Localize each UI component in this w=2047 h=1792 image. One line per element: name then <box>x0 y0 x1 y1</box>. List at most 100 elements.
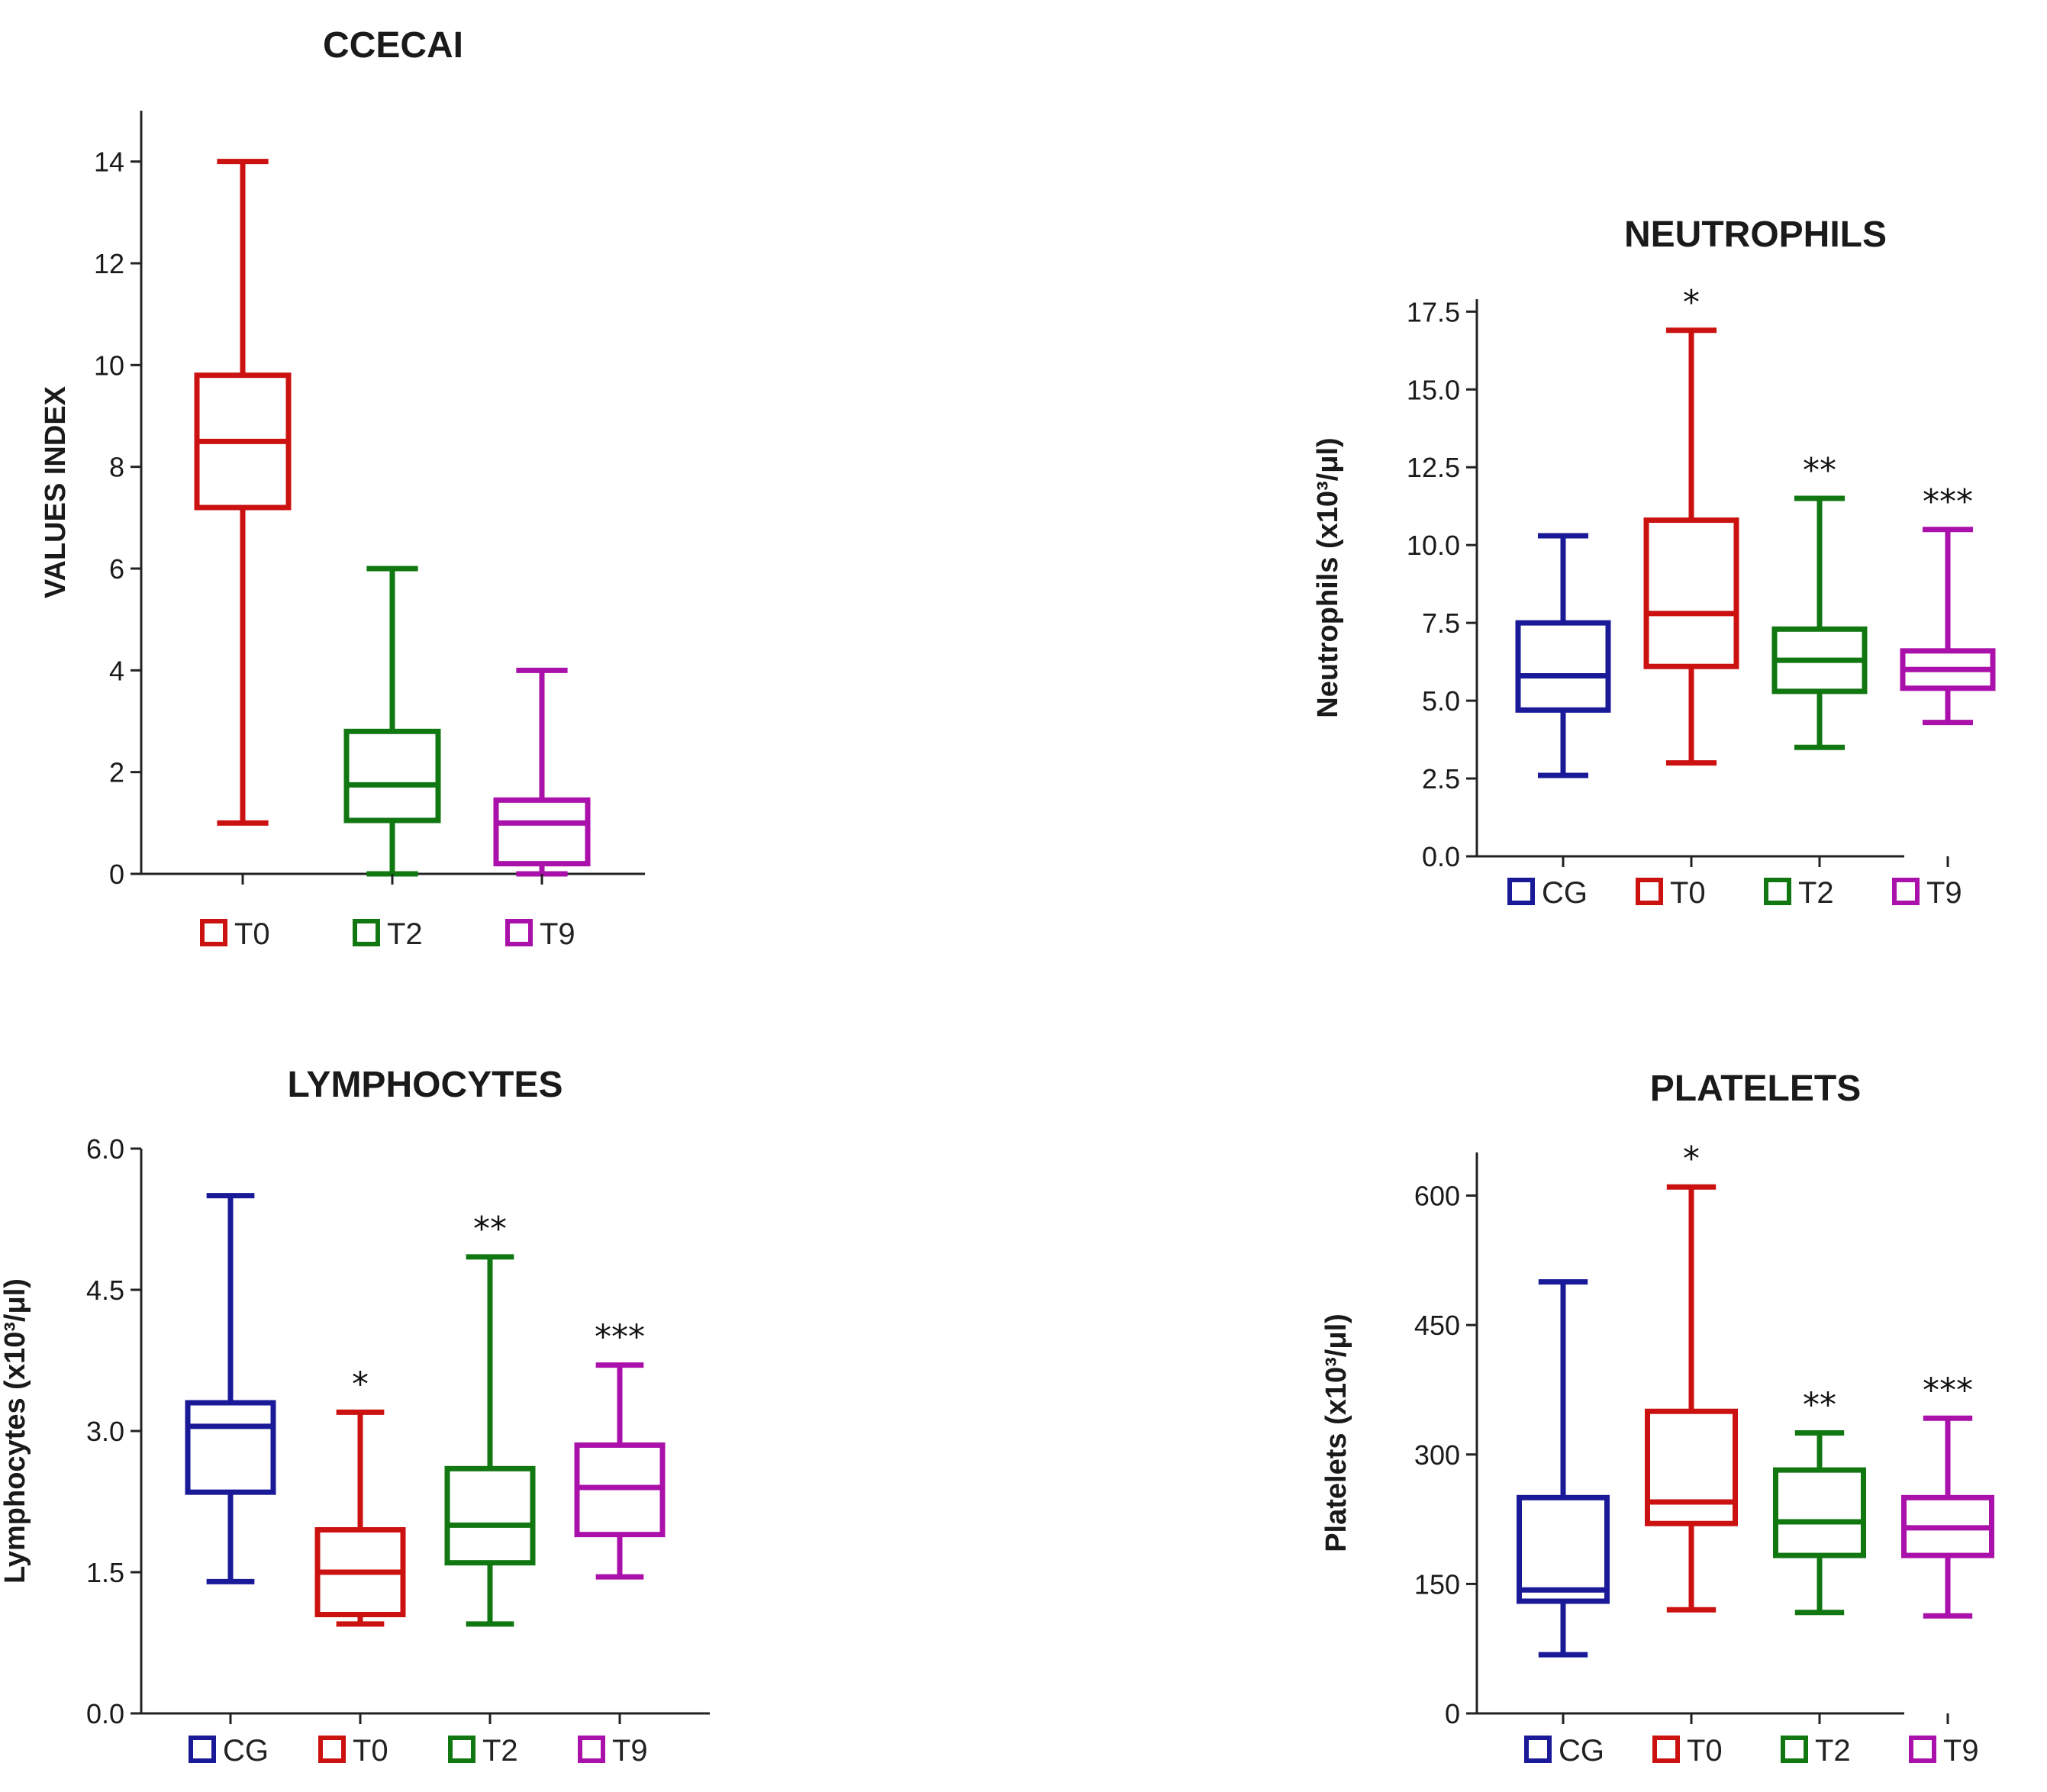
legend-label: T2 <box>1798 876 1834 910</box>
platelets-y-tick-label: 300 <box>1414 1439 1460 1471</box>
platelets-significance-t2: ** <box>1803 1386 1836 1425</box>
neutrophils-y-tick-label: 17.5 <box>1407 296 1460 327</box>
platelets-significance-t9: *** <box>1923 1371 1973 1410</box>
legend-label: T9 <box>1926 876 1962 910</box>
ccecai-box-t0 <box>194 159 292 826</box>
legend-swatch <box>200 919 227 946</box>
legend-swatch <box>505 919 533 946</box>
platelets-legend-item-t2: T2 <box>1781 1734 1851 1768</box>
platelets-y-tick-label: 0 <box>1445 1698 1460 1729</box>
legend-label: CG <box>1542 876 1588 910</box>
lymphocytes-y-axis-label: Lymphocytes (x10³/μl) <box>0 1278 31 1584</box>
neutrophils-chart: NEUTROPHILS Neutrophils (x10³/μl) 0.0 2.5 5.… <box>1312 214 1996 910</box>
neutrophils-significance-t2: ** <box>1803 451 1836 490</box>
neutrophils-legend-item-cg: CG <box>1507 876 1588 910</box>
lymphocytes-y-tick-label: 6.0 <box>86 1133 124 1165</box>
iqr-box <box>1515 620 1611 713</box>
ccecai-y-axis-label: VALUES INDEX <box>40 385 72 598</box>
ccecai-chart: CCECAI VALUES INDEX 0 2 4 6 8 10 12 14 T0 T2 T9 <box>40 25 645 951</box>
legend-label: T2 <box>1815 1734 1851 1768</box>
platelets-box-cg <box>1517 1279 1610 1658</box>
neutrophils-y-tick-label: 2.5 <box>1422 763 1460 794</box>
platelets-legend-item-t9: T9 <box>1909 1734 1979 1768</box>
lymphocytes-chart: LYMPHOCYTES Lymphocytes (x10³/μl) 0.0 1.5 3.… <box>0 1065 710 1768</box>
platelets-y-axis-label: Platelets (x10³/μl) <box>1320 1313 1352 1552</box>
neutrophils-y-tick-label: 12.5 <box>1407 452 1460 483</box>
legend-label: T9 <box>1943 1734 1979 1768</box>
platelets-y-tick-label: 450 <box>1414 1310 1460 1341</box>
lymphocytes-box-t0 <box>314 1409 406 1627</box>
iqr-box <box>1517 1494 1610 1604</box>
legend-swatch <box>1781 1736 1808 1763</box>
neutrophils-y-tick-label: 5.0 <box>1422 685 1460 717</box>
neutrophils-y-tick-label: 7.5 <box>1422 608 1460 639</box>
legend-label: T2 <box>387 917 423 951</box>
legend-label: CG <box>1559 1734 1604 1768</box>
neutrophils-legend-item-t0: T0 <box>1636 876 1706 910</box>
lymphocytes-legend-item-t0: T0 <box>318 1734 388 1768</box>
lymphocytes-box-cg <box>185 1193 276 1584</box>
lymphocytes-legend-item-t9: T9 <box>578 1734 648 1768</box>
legend-label: CG <box>223 1734 269 1768</box>
legend-swatch <box>1652 1736 1680 1763</box>
legend-swatch <box>1909 1736 1936 1763</box>
iqr-box <box>444 1465 536 1566</box>
neutrophils-significance-t0: * <box>1683 283 1700 322</box>
platelets-box-t0 <box>1645 1184 1738 1613</box>
iqr-box <box>185 1400 276 1495</box>
iqr-box <box>1645 1408 1738 1526</box>
legend-label: T2 <box>482 1734 518 1768</box>
lymphocytes-box-t9 <box>574 1362 666 1580</box>
legend-label: T0 <box>234 917 270 951</box>
platelets-y-tick-label: 150 <box>1414 1568 1460 1600</box>
ccecai-legend-item-t9: T9 <box>505 917 575 951</box>
lymphocytes-y-tick-label: 1.5 <box>86 1557 124 1588</box>
ccecai-title: CCECAI <box>323 25 463 66</box>
legend-swatch <box>1524 1736 1552 1763</box>
iqr-box <box>343 728 441 823</box>
legend-swatch <box>578 1736 605 1763</box>
ccecai-y-tick-label: 10 <box>94 350 124 381</box>
legend-label: T0 <box>353 1734 388 1768</box>
legend-swatch <box>1636 878 1663 905</box>
iqr-box <box>1643 517 1739 669</box>
neutrophils-box-t0 <box>1643 327 1739 766</box>
neutrophils-y-axis-label: Neutrophils (x10³/μl) <box>1312 437 1344 717</box>
legend-label: T0 <box>1687 1734 1723 1768</box>
ccecai-legend-item-t0: T0 <box>200 917 270 951</box>
neutrophils-y-tick-label: 15.0 <box>1407 374 1460 405</box>
neutrophils-legend-item-t2: T2 <box>1764 876 1834 910</box>
lymphocytes-significance-t9: *** <box>595 1318 645 1357</box>
lymphocytes-legend-item-t2: T2 <box>448 1734 518 1768</box>
neutrophils-y-tick-label: 0.0 <box>1422 841 1460 872</box>
ccecai-box-t9 <box>493 667 591 877</box>
lymphocytes-y-tick-label: 3.0 <box>86 1416 124 1447</box>
legend-swatch <box>448 1736 475 1763</box>
ccecai-y-tick-label: 2 <box>109 757 124 788</box>
lymphocytes-legend-item-cg: CG <box>189 1734 269 1768</box>
ccecai-box-t2 <box>343 566 441 877</box>
platelets-box-t2 <box>1773 1430 1866 1616</box>
lymphocytes-significance-t2: ** <box>473 1210 507 1249</box>
ccecai-y-tick-label: 12 <box>94 248 124 279</box>
platelets-legend-item-t0: T0 <box>1652 1734 1723 1768</box>
neutrophils-significance-t9: *** <box>1923 482 1973 521</box>
neutrophils-box-t2 <box>1771 495 1868 750</box>
legend-swatch <box>1507 878 1535 905</box>
ccecai-y-tick-label: 14 <box>94 147 124 178</box>
iqr-box <box>493 797 591 867</box>
legend-label: T0 <box>1670 876 1706 910</box>
neutrophils-y-tick-label: 10.0 <box>1407 530 1460 561</box>
ccecai-y-tick-label: 8 <box>109 452 124 483</box>
iqr-box <box>1773 1467 1866 1558</box>
legend-label: T9 <box>540 917 575 951</box>
legend-swatch <box>1892 878 1920 905</box>
neutrophils-legend-item-t9: T9 <box>1892 876 1962 910</box>
lymphocytes-box-t2 <box>444 1254 536 1627</box>
legend-swatch <box>1764 878 1791 905</box>
platelets-legend-item-cg: CG <box>1524 1734 1604 1768</box>
lymphocytes-significance-t0: * <box>352 1365 369 1404</box>
legend-swatch <box>353 919 380 946</box>
